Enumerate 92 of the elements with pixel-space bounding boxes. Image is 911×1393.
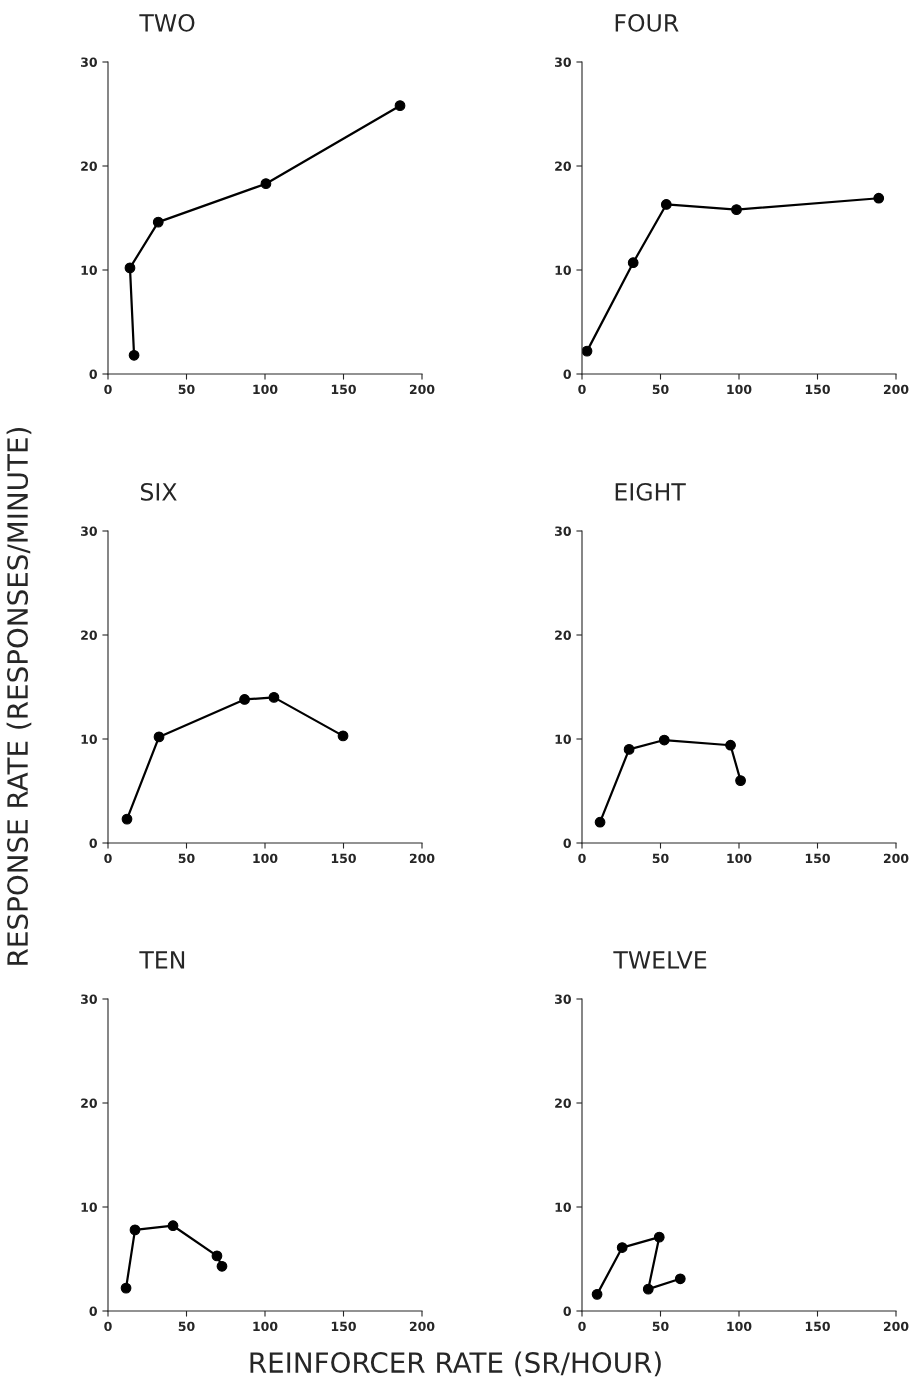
x-tick-label: 0 [104,853,112,864]
y-tick-label: 10 [555,1202,571,1212]
y-tick-label: 20 [555,1098,571,1108]
chart-title: SIX [140,482,177,501]
x-tick-label: 150 [331,1321,356,1332]
x-tick-label: 50 [178,384,195,395]
x-tick-label: 150 [331,853,356,864]
point [120,1282,132,1294]
y-tick-label: 10 [81,265,97,275]
point [124,262,136,274]
point [394,100,406,112]
point [731,204,742,216]
x-tick-label: 200 [409,384,435,395]
point [582,345,593,357]
point [239,694,250,705]
x-axis-title: REINFORCER RATE (SR/HOUR) [250,1351,661,1377]
y-tick-label: 20 [81,161,97,171]
x-tick-label: 50 [178,1321,195,1332]
point [211,1250,223,1262]
y-tick-label: 30 [555,526,571,536]
x-tick-label: 200 [409,853,435,864]
point [216,1260,228,1272]
point [674,1273,686,1285]
x-tick-label: 0 [104,384,112,395]
point [129,1224,141,1236]
x-tick-label: 200 [409,1321,435,1332]
x-tick-label: 0 [578,853,586,864]
point [653,1231,665,1243]
x-tick-label: 0 [578,1321,586,1332]
y-tick-label: 30 [555,994,571,1004]
x-tick-label: 100 [253,1321,278,1332]
x-tick-label: 150 [331,384,356,395]
point [268,692,280,703]
point [153,731,165,743]
point [735,775,746,786]
y-tick-label: 0 [563,1306,571,1316]
y-tick-label: 10 [81,1202,97,1212]
y-tick-label: 0 [89,369,97,379]
point [873,192,885,204]
chart-title: EIGHT [615,482,686,501]
point [128,349,140,361]
chart-title: TEN [139,951,185,969]
point [594,816,606,828]
x-tick-label: 100 [727,1321,752,1332]
point [591,1288,603,1300]
point [660,199,672,210]
x-tick-label: 100 [727,853,752,864]
x-tick-label: 0 [578,384,586,395]
point [627,257,639,269]
x-tick-label: 50 [652,384,669,395]
point [623,744,635,755]
y-tick-label: 0 [563,838,571,848]
y-tick-label: 30 [81,57,97,67]
y-tick-label: 10 [555,265,571,275]
point [658,734,670,746]
y-axis-title: RESPONSE RATE (RESPONSES/MINUTE) [6,428,32,965]
point [725,739,736,751]
x-tick-label: 50 [652,853,669,864]
y-tick-label: 10 [81,734,97,744]
y-tick-label: 30 [81,994,97,1004]
x-tick-label: 200 [883,384,909,395]
x-tick-label: 200 [883,1321,909,1332]
x-tick-label: 0 [104,1321,112,1332]
chart-title: FOUR [615,13,679,32]
y-tick-label: 20 [555,161,571,171]
x-tick-label: 50 [178,853,195,864]
y-tick-label: 10 [555,734,571,744]
y-tick-label: 0 [89,838,97,848]
point [152,216,164,228]
x-tick-label: 150 [805,1321,830,1332]
x-tick-label: 150 [805,384,830,395]
point [121,813,133,825]
point [642,1283,654,1295]
point [616,1242,628,1253]
x-tick-label: 200 [883,853,909,864]
x-tick-label: 150 [805,853,830,864]
x-tick-label: 50 [652,1321,669,1332]
y-tick-label: 0 [563,369,571,379]
x-tick-label: 100 [253,384,278,395]
x-tick-label: 100 [727,384,752,395]
y-tick-label: 30 [555,57,571,67]
y-tick-label: 20 [81,630,97,640]
x-tick-label: 100 [253,853,278,864]
y-tick-label: 0 [89,1306,97,1316]
y-tick-label: 20 [81,1098,97,1108]
chart-title: TWELVE [613,951,707,969]
y-tick-label: 30 [81,526,97,536]
y-tick-label: 20 [555,630,571,640]
chart-title: TWO [139,13,195,32]
point [337,730,349,742]
point [167,1220,179,1232]
point [260,178,272,190]
